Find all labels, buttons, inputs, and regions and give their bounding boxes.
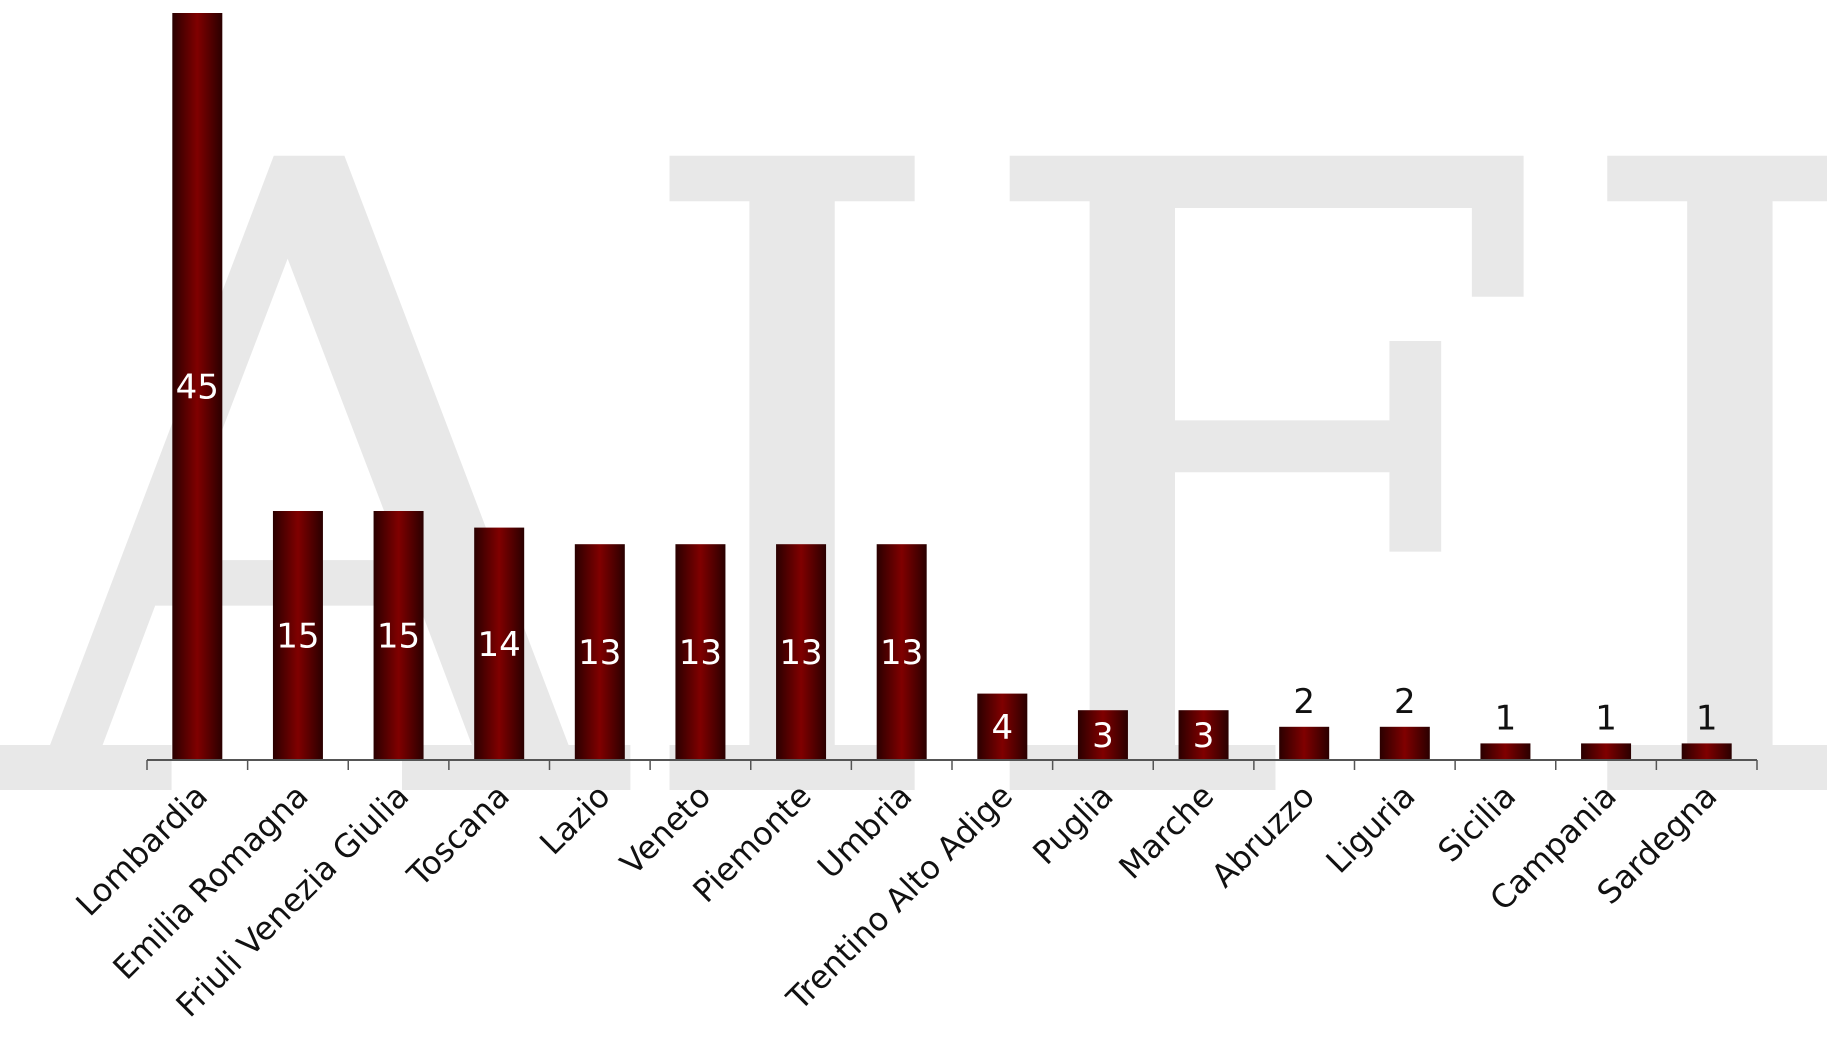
bar-sardegna bbox=[1681, 743, 1732, 760]
data-label: 4 bbox=[991, 708, 1013, 748]
bars-group bbox=[172, 13, 1732, 760]
data-label: 1 bbox=[1595, 698, 1617, 738]
data-label: 45 bbox=[176, 368, 219, 408]
bar-piemonte bbox=[776, 544, 827, 760]
data-label: 2 bbox=[1394, 682, 1416, 722]
data-label: 15 bbox=[276, 617, 319, 657]
data-label: 1 bbox=[1495, 698, 1517, 738]
bar-marche bbox=[1178, 710, 1229, 760]
data-label: 3 bbox=[1092, 716, 1114, 756]
x-axis bbox=[146, 759, 1758, 770]
data-label: 1 bbox=[1696, 698, 1718, 738]
data-label: 13 bbox=[880, 633, 923, 673]
bar-friuli-venezia-giulia bbox=[373, 511, 424, 760]
data-label: 13 bbox=[578, 633, 621, 673]
bar-lazio bbox=[574, 544, 625, 760]
bar-veneto bbox=[675, 544, 726, 760]
watermark-logo: AIFI bbox=[0, 0, 1827, 996]
bar-emilia-romagna bbox=[272, 511, 323, 760]
bar-abruzzo bbox=[1279, 726, 1330, 760]
bar-sicilia bbox=[1480, 743, 1531, 760]
data-label: 15 bbox=[377, 617, 420, 657]
data-label: 13 bbox=[679, 633, 722, 673]
data-label: 14 bbox=[478, 625, 521, 665]
data-label: 2 bbox=[1293, 682, 1315, 722]
data-label: 13 bbox=[779, 633, 822, 673]
bar-toscana bbox=[474, 527, 525, 760]
bar-puglia bbox=[1077, 710, 1128, 760]
bar-liguria bbox=[1379, 726, 1430, 760]
bar-campania bbox=[1581, 743, 1632, 760]
data-label: 3 bbox=[1193, 716, 1215, 756]
data-labels-group: 45 15 15 14 13 13 13 13 4 3 3 2 2 1 1 1 bbox=[176, 368, 1718, 757]
bar-umbria bbox=[876, 544, 927, 760]
bar-trentino-alto-adige bbox=[977, 693, 1028, 760]
bar-lombardia bbox=[172, 13, 223, 760]
